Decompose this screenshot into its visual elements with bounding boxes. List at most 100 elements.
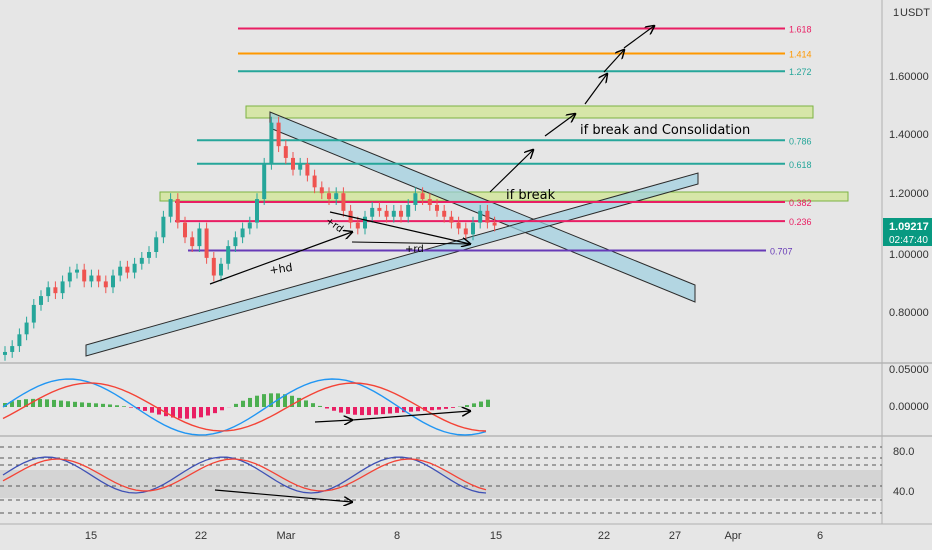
macd-bar: [24, 399, 28, 407]
macd-bar: [52, 399, 56, 407]
current-price-tag: [883, 218, 932, 246]
hd-arrow[interactable]: [209, 232, 352, 285]
target-arrow-3[interactable]: [584, 74, 607, 105]
macd-bar: [157, 407, 161, 415]
target-arrow-5[interactable]: [623, 26, 654, 49]
macd-bar: [367, 407, 371, 416]
macd-bar: [136, 407, 140, 410]
candle-body: [305, 163, 310, 176]
fib-label: 1.414: [789, 50, 812, 60]
candle-body: [197, 228, 202, 247]
candle-body: [10, 346, 15, 352]
candle-body: [478, 210, 483, 223]
macd-bar: [87, 402, 91, 407]
macd-bar: [143, 407, 147, 411]
macd-bar: [31, 398, 35, 407]
fib-levels: 1.618 1.414 1.272 0.786 0.618 0.382 0.236 0.707: [175, 25, 812, 257]
macd-bar: [248, 397, 252, 407]
support-line[interactable]: [351, 241, 471, 245]
candle-body: [377, 207, 382, 211]
macd-bar: [122, 406, 126, 407]
candle-body: [255, 199, 259, 223]
candle-body: [262, 163, 267, 200]
macd-bar: [206, 407, 210, 416]
candle-body: [363, 216, 367, 229]
ascending-channel[interactable]: [85, 172, 699, 357]
macd-bar: [213, 407, 217, 414]
candle-body: [82, 269, 87, 282]
macd-bar: [10, 401, 14, 407]
candle-body: [154, 237, 159, 252]
macd-bar: [339, 407, 343, 413]
macd-bar: [360, 407, 364, 416]
macd-indicator: [2, 378, 490, 436]
macd-bar: [164, 407, 168, 417]
macd-bar: [241, 400, 245, 407]
target-arrow-4[interactable]: [603, 50, 624, 73]
macd-bar: [262, 394, 266, 407]
time-label: 27: [669, 530, 681, 542]
candle-body: [399, 210, 403, 217]
price-tick: 1.00000: [889, 249, 929, 261]
macd-bar: [486, 399, 490, 407]
macd-bar: [479, 401, 483, 407]
macd-bar: [234, 403, 238, 407]
candle-body: [118, 266, 123, 276]
macd-bar: [73, 401, 77, 407]
resistance-zone-lower[interactable]: [159, 191, 849, 202]
candle-body: [147, 252, 151, 258]
candle-body: [471, 222, 475, 235]
candle-body: [219, 263, 223, 276]
price-tick: 1.40000: [889, 129, 929, 141]
candle-body: [355, 222, 360, 229]
fib-label: 0.707: [770, 247, 793, 257]
macd-bar: [444, 407, 448, 409]
candles: [3, 116, 497, 361]
macd-bar: [115, 405, 119, 407]
macd-tick: 0.05000: [889, 364, 929, 376]
candle-body: [384, 210, 389, 217]
fib-label: 1.272: [789, 67, 812, 77]
price-tick: 1.20000: [889, 188, 929, 200]
macd-divergence-arrow[interactable]: [314, 420, 352, 422]
time-label: 22: [195, 530, 207, 542]
resistance-zone-upper[interactable]: [245, 105, 814, 119]
candle-body: [67, 272, 72, 282]
stoch-divergence-arrow[interactable]: [214, 489, 352, 502]
macd-bar: [297, 397, 301, 407]
macd-bar: [129, 407, 133, 408]
candle-body: [17, 334, 22, 347]
candle-body: [96, 275, 101, 282]
candle-body: [75, 269, 79, 273]
macd-bar: [283, 394, 287, 407]
target-arrow-2[interactable]: [544, 114, 575, 137]
candle-body: [161, 216, 166, 238]
rd-arrow[interactable]: [329, 211, 470, 244]
macd-bar: [185, 407, 189, 419]
stoch-tick: 80.0: [893, 446, 914, 458]
candle-body: [492, 222, 497, 226]
stochastic-indicator: [0, 446, 882, 514]
candle-body: [442, 210, 447, 217]
target-arrow-1[interactable]: [489, 150, 533, 193]
macd-bar: [304, 400, 308, 407]
macd-bar: [332, 407, 336, 411]
macd-bar: [416, 407, 420, 412]
macd-bar: [311, 403, 315, 407]
macd-bar: [346, 407, 350, 414]
candle-body: [125, 266, 130, 273]
macd-bar: [59, 400, 63, 407]
macd-bar: [318, 405, 322, 407]
candle-body: [276, 122, 281, 147]
macd-divergence-arrow-2[interactable]: [351, 411, 470, 421]
candle-body: [89, 275, 94, 282]
signal-line: [2, 382, 487, 432]
macd-panel: [0, 364, 882, 434]
candle-body: [291, 157, 295, 170]
macd-bar: [353, 407, 357, 415]
time-label: 8: [394, 530, 400, 542]
macd-bar: [101, 403, 105, 407]
macd-bar: [395, 407, 399, 413]
axis-top-tick: 1: [893, 7, 899, 19]
